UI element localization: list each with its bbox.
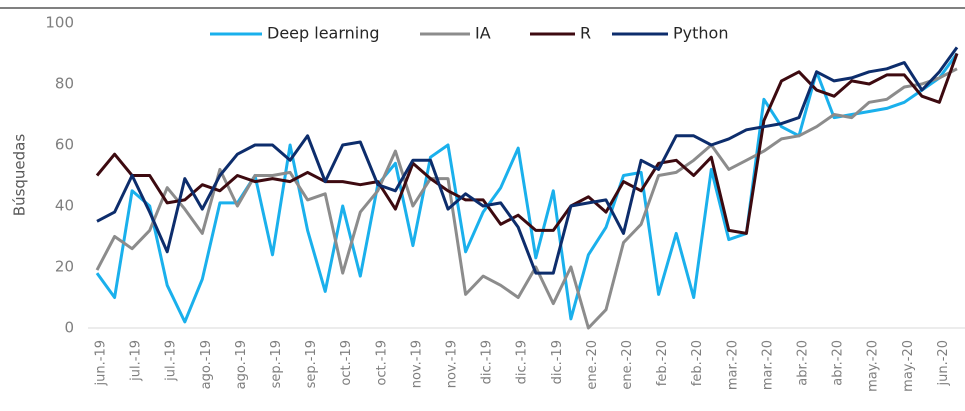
x-tick-label: abr.-20: [796, 340, 811, 386]
x-tick-label: jul.-19: [129, 340, 144, 382]
y-tick-label: 60: [55, 136, 74, 154]
x-tick-label: nov.-19: [409, 340, 424, 388]
x-tick-label: may.-20: [866, 340, 881, 392]
x-tick-label: ene.-20: [585, 340, 600, 390]
x-tick-label: dic.-19: [550, 340, 565, 384]
x-tick-label: jul.-19: [164, 340, 179, 382]
y-tick-label: 40: [55, 197, 74, 215]
legend-label: Python: [673, 24, 728, 43]
y-tick-label: 20: [55, 258, 74, 276]
x-tick-label: mar.-20: [725, 340, 740, 390]
x-tick-label: feb.-20: [690, 340, 705, 386]
x-tick-label: oct.-19: [374, 340, 389, 386]
series-line: [95, 67, 958, 330]
y-axis-label: Búsquedas: [11, 134, 29, 217]
y-tick-label: 80: [55, 75, 74, 93]
series-line: [95, 52, 959, 235]
x-tick-label: mar.-20: [760, 340, 775, 390]
series-line: [96, 46, 959, 275]
x-tick-label: ago.-19: [234, 340, 249, 389]
x-tick-label: jun.-19: [94, 340, 109, 386]
legend-label: R: [580, 24, 591, 43]
x-tick-label: sep.-19: [269, 340, 284, 388]
x-tick-label: ene.-20: [620, 340, 635, 390]
x-tick-label: dic.-19: [480, 340, 495, 384]
x-tick-label: ago.-19: [199, 340, 214, 389]
x-tick-label: may.-20: [901, 340, 916, 392]
legend-label: Deep learning: [267, 24, 380, 43]
x-tick-label: oct.-19: [339, 340, 354, 386]
y-tick-label: 100: [45, 14, 74, 32]
x-tick-label: jun.-20: [936, 340, 951, 386]
legend-label: IA: [475, 24, 491, 43]
x-tick-label: nov.-19: [445, 340, 460, 388]
x-tick-label: abr.-20: [831, 340, 846, 386]
y-tick-label: 0: [64, 319, 74, 337]
x-tick-label: dic.-19: [515, 340, 530, 384]
x-tick-label: feb.-20: [655, 340, 670, 386]
x-tick-label: sep.-19: [304, 340, 319, 388]
